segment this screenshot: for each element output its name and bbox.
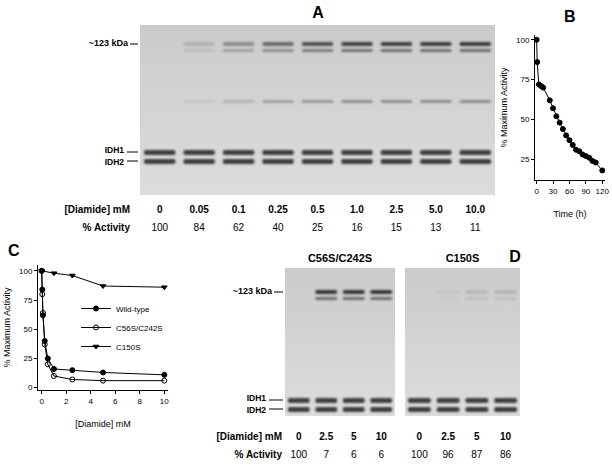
svg-text:10: 10 xyxy=(500,431,512,442)
svg-text:5: 5 xyxy=(351,431,357,442)
svg-text:0: 0 xyxy=(39,397,44,406)
svg-text:11: 11 xyxy=(470,222,481,233)
svg-text:IDH2: IDH2 xyxy=(247,405,267,415)
svg-text:100: 100 xyxy=(19,267,33,276)
svg-text:2: 2 xyxy=(64,397,69,406)
svg-text:C56S/C242S: C56S/C242S xyxy=(116,324,163,333)
svg-text:C150S: C150S xyxy=(446,252,480,264)
svg-text:86: 86 xyxy=(500,449,512,460)
svg-text:16: 16 xyxy=(351,222,363,233)
svg-text:7: 7 xyxy=(323,449,329,460)
svg-text:0: 0 xyxy=(296,431,302,442)
svg-text:50: 50 xyxy=(520,115,529,124)
svg-text:~123 kDa: ~123 kDa xyxy=(233,286,273,296)
svg-text:25: 25 xyxy=(520,155,529,164)
svg-text:B: B xyxy=(564,8,576,25)
svg-text:75: 75 xyxy=(23,296,32,305)
svg-text:8: 8 xyxy=(138,397,143,406)
svg-text:87: 87 xyxy=(471,449,483,460)
svg-text:10.0: 10.0 xyxy=(466,204,486,215)
svg-text:D: D xyxy=(509,248,521,265)
svg-text:120: 120 xyxy=(596,187,610,196)
svg-text:25: 25 xyxy=(312,222,324,233)
svg-text:0.5: 0.5 xyxy=(311,204,325,215)
svg-text:100: 100 xyxy=(516,36,530,45)
svg-text:C150S: C150S xyxy=(116,343,140,352)
svg-text:% Maximum Activity: % Maximum Activity xyxy=(2,287,12,368)
svg-text:13: 13 xyxy=(430,222,442,233)
svg-text:50: 50 xyxy=(23,325,32,334)
svg-text:75: 75 xyxy=(520,75,529,84)
svg-text:10: 10 xyxy=(160,397,169,406)
svg-text:[Diamide] mM: [Diamide] mM xyxy=(64,204,130,215)
svg-text:100: 100 xyxy=(151,222,168,233)
svg-text:Wild-type: Wild-type xyxy=(116,305,150,314)
svg-text:0: 0 xyxy=(157,204,163,215)
svg-text:5: 5 xyxy=(474,431,480,442)
svg-text:Time (h): Time (h) xyxy=(553,209,586,219)
svg-text:IDH1: IDH1 xyxy=(247,393,267,403)
svg-text:[Diamide] mM: [Diamide] mM xyxy=(75,419,131,429)
svg-text:C56S/C242S: C56S/C242S xyxy=(308,252,372,264)
svg-text:15: 15 xyxy=(391,222,403,233)
svg-text:% Activity: % Activity xyxy=(83,222,131,233)
svg-text:90: 90 xyxy=(581,187,590,196)
svg-text:1.0: 1.0 xyxy=(350,204,364,215)
svg-text:2.5: 2.5 xyxy=(319,431,333,442)
svg-text:62: 62 xyxy=(233,222,245,233)
svg-text:~123 kDa: ~123 kDa xyxy=(89,38,129,48)
svg-text:84: 84 xyxy=(194,222,206,233)
svg-text:6: 6 xyxy=(378,449,384,460)
svg-text:0.05: 0.05 xyxy=(189,204,209,215)
svg-text:0: 0 xyxy=(534,187,539,196)
svg-text:100: 100 xyxy=(290,449,307,460)
svg-text:C: C xyxy=(8,242,20,259)
svg-text:40: 40 xyxy=(272,222,284,233)
svg-text:% Activity: % Activity xyxy=(235,449,283,460)
svg-text:60: 60 xyxy=(565,187,574,196)
svg-text:30: 30 xyxy=(549,187,558,196)
svg-text:4: 4 xyxy=(89,397,94,406)
svg-text:6: 6 xyxy=(113,397,118,406)
svg-text:[Diamide] mM: [Diamide] mM xyxy=(216,431,282,442)
svg-text:IDH2: IDH2 xyxy=(105,157,125,167)
svg-text:A: A xyxy=(312,4,324,21)
svg-text:0.25: 0.25 xyxy=(268,204,288,215)
svg-text:0: 0 xyxy=(417,431,423,442)
svg-text:0: 0 xyxy=(28,383,33,392)
svg-text:0.1: 0.1 xyxy=(232,204,246,215)
svg-text:25: 25 xyxy=(23,354,32,363)
svg-text:2.5: 2.5 xyxy=(441,431,455,442)
svg-text:2.5: 2.5 xyxy=(389,204,403,215)
svg-text:100: 100 xyxy=(411,449,428,460)
svg-text:IDH1: IDH1 xyxy=(105,145,125,155)
svg-text:% Maximum Activity: % Maximum Activity xyxy=(499,67,509,148)
svg-text:5.0: 5.0 xyxy=(429,204,443,215)
svg-text:96: 96 xyxy=(443,449,455,460)
svg-text:6: 6 xyxy=(351,449,357,460)
svg-text:10: 10 xyxy=(376,431,388,442)
